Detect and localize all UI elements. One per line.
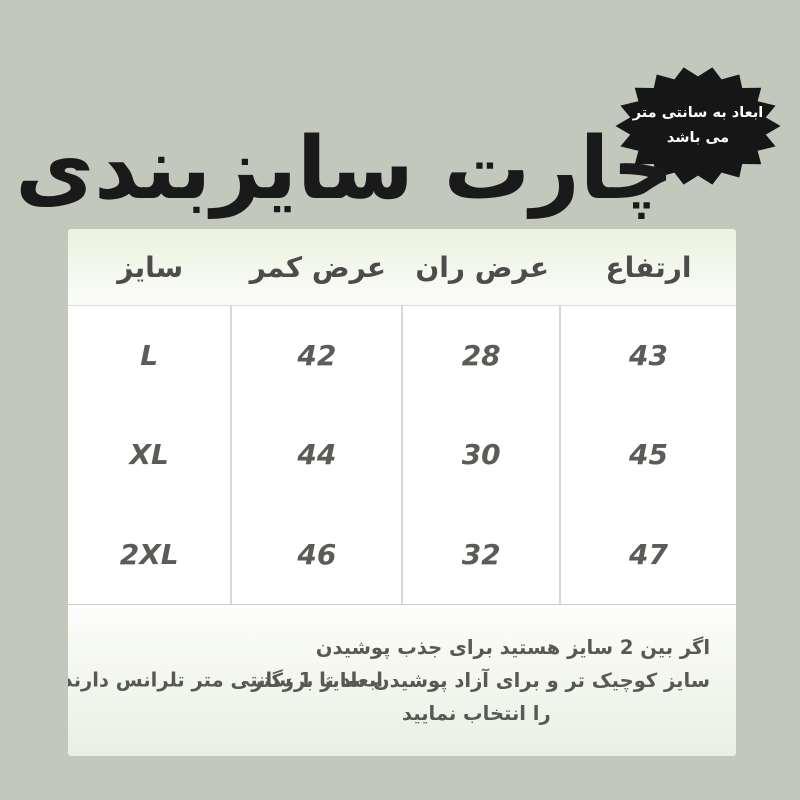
column-header-size: سایز [117, 250, 184, 284]
table-cell: 2XL [119, 537, 179, 571]
table-cell: 43 [629, 339, 668, 373]
table-column-size: L XL 2XL [68, 306, 233, 604]
note-line: اگر بین 2 سایز هستید برای جذب پوشیدن [315, 636, 710, 659]
badge-line: ابعاد به سانتی متر [632, 104, 764, 121]
table-cell: 30 [461, 438, 501, 472]
table-cell: L [140, 339, 159, 373]
table-header-row: ارتفاع عرض ران عرض کمر سایز [68, 229, 736, 306]
badge-text: ابعاد به سانتی متر می باشد [612, 64, 784, 188]
column-header-thigh-width: عرض ران [415, 250, 549, 284]
table-cell: 32 [461, 537, 501, 571]
column-header-waist-width: عرض کمر [249, 250, 387, 284]
note-line: سایز کوچیک تر و برای آزاد پوشیدن سایز بر… [251, 669, 710, 693]
note-line: را انتخاب نمایید [402, 702, 551, 726]
badge-line: می باشد [666, 130, 730, 146]
size-chart-card: ارتفاع عرض ران عرض کمر سایز 43 45 47 28 … [68, 229, 736, 756]
page-title: چارت سایزبندی [15, 119, 674, 219]
table-cell: 47 [629, 537, 668, 571]
table-body: 43 45 47 28 30 32 42 44 46 L XL 2XL [68, 306, 736, 604]
table-column-height: 43 45 47 [561, 306, 736, 604]
starburst-shape [615, 67, 781, 185]
table-column-waist-width: 42 44 46 [232, 306, 404, 604]
tolerance-note: ابعاد تا 1 سانتی متر تلرانس دارند. [68, 668, 383, 692]
table-cell: 42 [297, 339, 337, 373]
starburst-icon [615, 67, 781, 185]
unit-badge: ابعاد به سانتی متر می باشد [612, 64, 784, 188]
table-cell: 45 [629, 438, 668, 472]
table-cell: 44 [297, 438, 337, 472]
table-cell: 28 [461, 339, 501, 373]
fit-advice-note: اگر بین 2 سایز هستید برای جذب پوشیدن سای… [251, 631, 710, 730]
table-column-thigh-width: 28 30 32 [403, 306, 561, 604]
table-cell: 46 [297, 537, 337, 571]
table-cell: XL [129, 438, 169, 472]
column-header-height: ارتفاع [605, 250, 692, 284]
notes-section: اگر بین 2 سایز هستید برای جذب پوشیدن سای… [68, 604, 736, 756]
